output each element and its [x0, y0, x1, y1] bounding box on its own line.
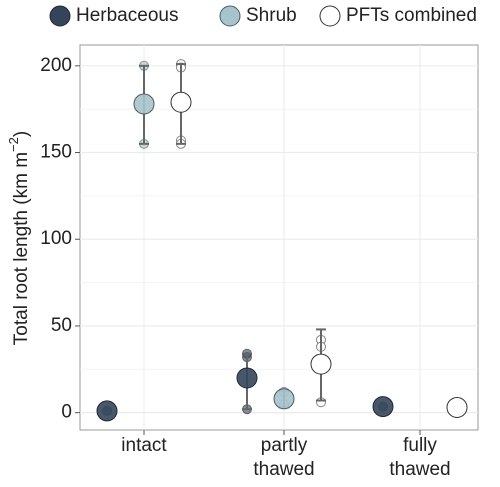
y-tick-label: 100 — [40, 228, 72, 249]
y-axis-label-sup: −2 — [6, 137, 21, 152]
mean-point — [372, 396, 394, 418]
mean-point — [310, 353, 332, 375]
y-tick-label: 200 — [40, 55, 72, 76]
x-tick-label: partly thawed — [253, 435, 314, 480]
x-tick-label-line: partly — [261, 435, 308, 456]
y-axis-label-text: Total root length (km m — [11, 152, 32, 345]
y-tick-label: 0 — [61, 402, 72, 423]
legend-label: PFTs combined — [346, 5, 477, 26]
legend-swatch — [49, 5, 71, 27]
legend-label: Herbaceous — [76, 5, 178, 26]
x-tick-label: intact — [121, 435, 167, 456]
legend-swatch — [319, 5, 341, 27]
grid — [80, 45, 478, 430]
mean-point — [236, 367, 258, 389]
legend-swatch — [219, 5, 241, 27]
x-tick-label-line: thawed — [389, 459, 450, 480]
y-axis-label-end: ) — [11, 131, 32, 137]
x-tick-label-line: thawed — [253, 459, 314, 480]
mean-point — [170, 91, 192, 113]
y-axis-label: Total root length (km m−2) — [6, 131, 32, 345]
x-tick-label: fully thawed — [389, 435, 450, 480]
legend-label: Shrub — [246, 5, 297, 26]
x-tick-label-line: intact — [121, 435, 167, 456]
y-tick-label: 150 — [40, 142, 72, 163]
mean-point — [446, 396, 468, 418]
y-tick-label: 50 — [51, 315, 72, 336]
mean-point — [133, 93, 155, 115]
x-tick-label-line: fully — [403, 435, 437, 456]
mean-point — [273, 388, 295, 410]
mean-point — [96, 400, 118, 422]
